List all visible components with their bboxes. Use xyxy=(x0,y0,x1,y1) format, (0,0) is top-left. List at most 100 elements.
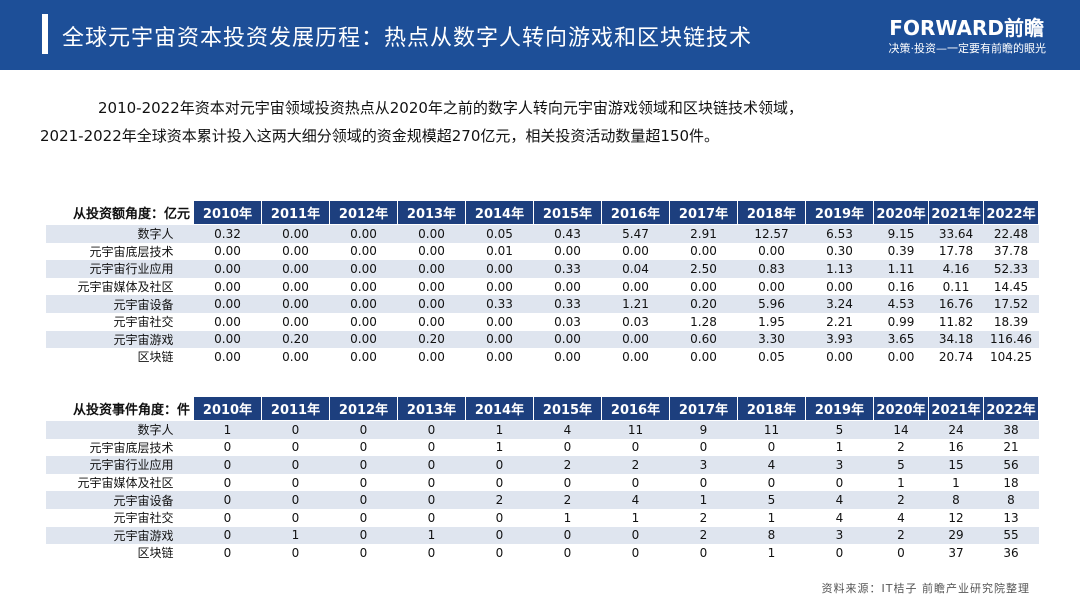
cell: 0.20 xyxy=(397,330,466,349)
cell: 11 xyxy=(601,420,670,439)
cell: 0.00 xyxy=(282,279,309,294)
column-header: 2016年 xyxy=(601,200,670,225)
row-label: 元宇宙社交 xyxy=(113,315,174,330)
data-row: 数字人 1 0 0 0 1 4 11 9 11 5 14 24 38 xyxy=(45,420,1039,439)
cell: 3.93 xyxy=(805,330,874,349)
cell: 0 xyxy=(631,440,640,455)
cell: 0.33 xyxy=(533,295,602,313)
data-row: 元宇宙设备 0.00 0.00 0.00 0.00 0.33 0.33 1.21 0.20 5.9… xyxy=(45,295,1039,313)
cell: 0 xyxy=(359,545,368,560)
row-label: 元宇宙设备 xyxy=(45,491,194,509)
intro-line: 2021-2022年全球资本累计投入这两大细分领域的资金规模超270亿元，相关投… xyxy=(40,127,720,145)
cell: 0.00 xyxy=(758,244,785,259)
cell: 0 xyxy=(835,475,844,490)
cell: 1 xyxy=(767,545,776,560)
cell: 0.39 xyxy=(887,244,915,259)
column-header: 2021年 xyxy=(928,396,984,421)
data-table: 从投资额角度：亿元 2010年 2011年 2012年 2013年 2014年 2015年 2… xyxy=(45,200,1039,366)
cell: 0.03 xyxy=(622,314,649,329)
cell: 0 xyxy=(465,456,534,474)
cell: 0 xyxy=(397,491,466,509)
cell: 0.00 xyxy=(690,244,717,259)
cell: 6.53 xyxy=(805,224,874,243)
column-header: 2021年 xyxy=(928,200,984,225)
cell: 37 xyxy=(948,545,964,560)
data-row: 元宇宙媒体及社区 0.00 0.00 0.00 0.00 0.00 0.00 0.00 0.00… xyxy=(46,278,1039,296)
cell: 0 xyxy=(767,440,776,455)
cell: 2 xyxy=(533,491,602,509)
cell: 20.74 xyxy=(938,349,974,364)
cell: 14 xyxy=(873,420,929,439)
cell: 34.18 xyxy=(928,330,984,349)
column-header: 2020年 xyxy=(873,200,929,225)
cell: 0.00 xyxy=(486,279,513,294)
cell: 17.78 xyxy=(938,244,974,259)
column-header: 2017年 xyxy=(669,200,738,225)
cell: 0.00 xyxy=(282,349,309,364)
cell: 13 xyxy=(1003,510,1019,525)
data-row: 元宇宙底层技术 0 0 0 0 1 0 0 0 0 1 2 16 21 xyxy=(46,439,1039,457)
cell: 0.00 xyxy=(622,244,649,259)
cell: 0.00 xyxy=(758,279,785,294)
cell: 0 xyxy=(223,440,232,455)
cell: 0.00 xyxy=(261,224,330,243)
title: 全球元宇宙资本投资发展历程：热点从数字人转向游戏和区块链技术 xyxy=(62,26,753,51)
header-bar xyxy=(0,0,1080,70)
cell: 0 xyxy=(427,510,436,525)
cell: 2 xyxy=(699,510,708,525)
source: 资料来源：IT桔子 前瞻产业研究院整理 xyxy=(821,582,1030,595)
cell: 0.00 xyxy=(329,260,398,278)
column-header: 2019年 xyxy=(805,200,874,225)
column-header: 2013年 xyxy=(397,396,466,421)
cell: 0 xyxy=(699,475,708,490)
cell: 0.00 xyxy=(826,349,853,364)
cell: 0.00 xyxy=(261,260,330,278)
cell: 2 xyxy=(897,440,905,455)
cell: 18 xyxy=(1003,475,1019,490)
row-label: 元宇宙社交 xyxy=(113,511,174,526)
cell: 11.82 xyxy=(938,314,974,329)
column-header: 2018年 xyxy=(737,200,806,225)
cell: 2 xyxy=(465,491,534,509)
cell: 8 xyxy=(737,526,806,545)
cell: 2 xyxy=(669,526,738,545)
cell: 0.30 xyxy=(826,244,853,259)
cell: 4 xyxy=(835,510,844,525)
cell: 0 xyxy=(329,420,398,439)
cell: 1 xyxy=(669,491,738,509)
cell: 0.00 xyxy=(193,260,262,278)
cell: 104.25 xyxy=(990,349,1032,364)
data-row: 元宇宙设备 0 0 0 0 2 2 4 1 5 4 2 8 8 xyxy=(45,491,1039,509)
cell: 4 xyxy=(533,420,602,439)
row-label: 元宇宙游戏 xyxy=(45,330,194,349)
cell: 0.20 xyxy=(669,295,738,313)
column-header: 2019年 xyxy=(805,396,874,421)
cell: 4 xyxy=(601,491,670,509)
cell: 0 xyxy=(563,440,572,455)
cell: 33.64 xyxy=(928,224,984,243)
cell: 22.48 xyxy=(983,224,1039,243)
cell: 0 xyxy=(563,545,572,560)
cell: 0 xyxy=(495,545,504,560)
cell: 0 xyxy=(291,475,300,490)
cell: 0.00 xyxy=(214,349,241,364)
cell: 0.01 xyxy=(486,244,513,259)
cell: 0.00 xyxy=(261,295,330,313)
cell: 5.47 xyxy=(601,224,670,243)
cell: 24 xyxy=(928,420,984,439)
cell: 0 xyxy=(427,440,436,455)
header-row: 从投资额角度：亿元 2010年 2011年 2012年 2013年 2014年 2015年 2… xyxy=(45,200,1039,225)
cell: 0.00 xyxy=(418,349,445,364)
cell: 9 xyxy=(669,420,738,439)
cell: 0.43 xyxy=(533,224,602,243)
data-row: 元宇宙游戏 0.00 0.20 0.00 0.20 0.00 0.00 0.00 0.60 3.3… xyxy=(45,330,1039,349)
column-header: 2018年 xyxy=(737,396,806,421)
intro: 2010-2022年资本对元宇宙领域投资热点从2020年之前的数字人转向元宇宙游… xyxy=(40,94,1040,150)
column-header: 2015年 xyxy=(533,200,602,225)
cell: 0 xyxy=(495,510,504,525)
cell: 0.00 xyxy=(329,224,398,243)
row-label: 元宇宙底层技术 xyxy=(89,440,174,455)
cell: 0 xyxy=(563,475,572,490)
cell: 0.00 xyxy=(329,330,398,349)
cell: 0 xyxy=(193,491,262,509)
